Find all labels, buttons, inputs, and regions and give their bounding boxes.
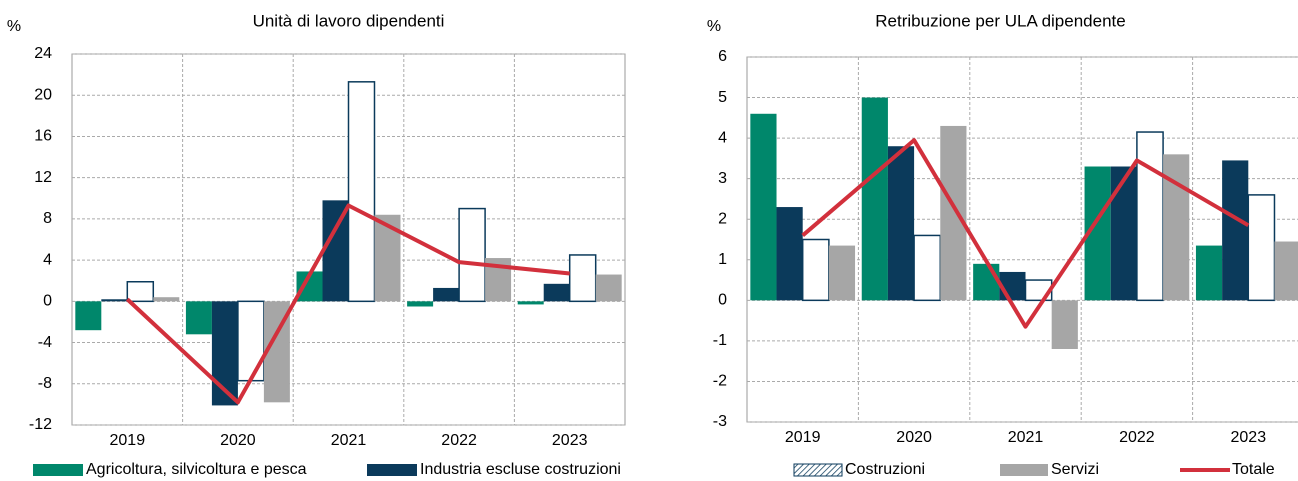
- line-series: [125, 203, 570, 405]
- bar: [999, 271, 1026, 301]
- bar: [776, 207, 803, 301]
- x-tick-label: 2021: [1008, 429, 1044, 446]
- bar: [861, 97, 888, 301]
- bar: [185, 301, 212, 335]
- y-tick-label: 1: [718, 251, 727, 268]
- bar: [568, 254, 597, 303]
- plot-area: [746, 56, 1298, 423]
- legend-label: Servizi: [1051, 461, 1099, 478]
- legend-swatch: [793, 463, 843, 477]
- x-tick-label: 2023: [552, 432, 588, 449]
- x-tick-label: 2019: [785, 429, 821, 446]
- bar: [1222, 160, 1249, 301]
- legend-swatch: [33, 464, 83, 476]
- legend-label: Totale: [1232, 461, 1275, 478]
- y-tick-label: -3: [713, 413, 727, 430]
- bar: [750, 113, 777, 301]
- bar: [517, 301, 544, 305]
- x-tick-label: 2021: [331, 432, 367, 449]
- y-tick-label: 4: [43, 251, 52, 268]
- bar: [940, 125, 967, 301]
- line-series: [801, 138, 1250, 329]
- bar: [1051, 300, 1078, 349]
- y-tick-label: 3: [718, 170, 727, 187]
- y-axis-label: %: [7, 18, 21, 35]
- bar: [1274, 241, 1298, 301]
- bar: [1136, 131, 1164, 302]
- bar: [458, 207, 486, 303]
- bar: [75, 301, 102, 331]
- y-tick-label: 12: [34, 169, 52, 186]
- bar: [1247, 194, 1276, 302]
- y-tick-label: -8: [38, 375, 52, 392]
- y-tick-label: 0: [718, 292, 727, 309]
- legend-label: Costruzioni: [845, 461, 925, 478]
- y-axis-label: %: [707, 18, 721, 35]
- chart-title: Retribuzione per ULA dipendente: [875, 11, 1125, 30]
- bar: [237, 300, 265, 382]
- y-tick-label: 4: [718, 129, 727, 146]
- legend-swatch: [367, 464, 417, 476]
- bar: [1110, 166, 1137, 301]
- y-tick-label: 5: [718, 89, 727, 106]
- bar: [801, 238, 830, 302]
- x-tick-label: 2022: [1119, 429, 1155, 446]
- bar: [347, 81, 376, 303]
- bar: [433, 287, 460, 302]
- bar: [887, 146, 915, 301]
- y-tick-label: 6: [718, 48, 727, 65]
- legend-swatch: [1000, 464, 1048, 476]
- x-tick-label: 2019: [110, 432, 146, 449]
- x-tick-label: 2023: [1231, 429, 1267, 446]
- bar: [126, 281, 155, 303]
- bar: [595, 274, 622, 302]
- bar: [973, 263, 1000, 301]
- y-tick-label: 2: [718, 210, 727, 227]
- legend-label: Agricoltura, silvicoltura e pesca: [86, 461, 307, 478]
- bar: [153, 297, 180, 302]
- bar: [543, 283, 570, 302]
- x-tick-label: 2020: [896, 429, 932, 446]
- y-tick-label: -12: [29, 416, 52, 433]
- y-tick-label: 8: [43, 210, 52, 227]
- x-tick-label: 2020: [220, 432, 256, 449]
- bar: [1195, 245, 1223, 301]
- y-tick-label: 20: [34, 86, 52, 103]
- y-tick-label: -4: [38, 334, 52, 351]
- bar: [828, 245, 856, 301]
- bar: [407, 301, 434, 307]
- y-tick-label: 0: [43, 293, 52, 310]
- y-tick-label: -2: [713, 373, 727, 390]
- x-tick-label: 2022: [441, 432, 477, 449]
- bar: [913, 234, 942, 302]
- chart-title: Unità di lavoro dipendenti: [253, 11, 445, 30]
- bar: [101, 299, 128, 302]
- y-tick-label: -1: [713, 332, 727, 349]
- bar: [374, 214, 401, 302]
- y-tick-label: 24: [34, 45, 52, 62]
- y-tick-label: 16: [34, 128, 52, 145]
- legend-label: Industria escluse costruzioni: [420, 461, 621, 478]
